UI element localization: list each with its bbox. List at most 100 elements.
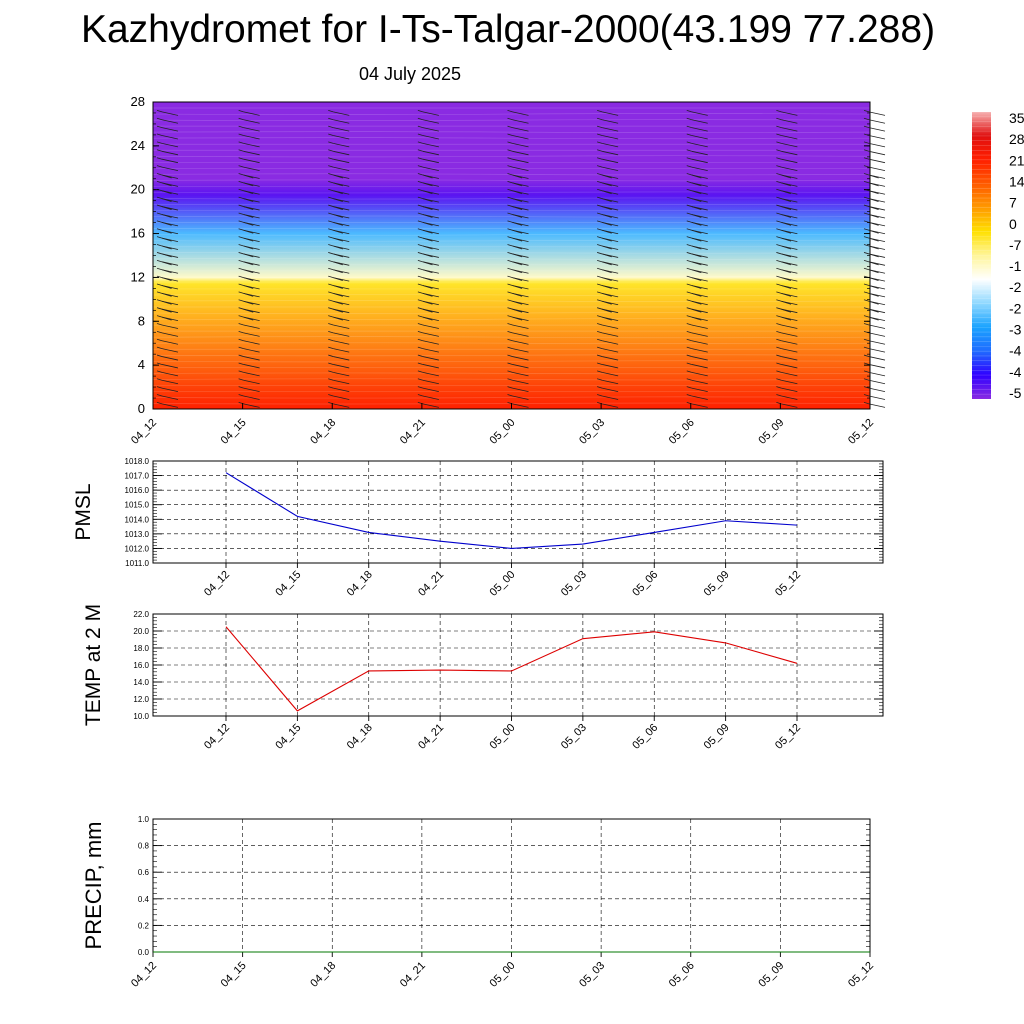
x-tick-label: 04_15: [219, 417, 249, 447]
wind-barb-shaft: [863, 133, 870, 136]
wind-barb-flag: [243, 261, 254, 266]
contour-line: [152, 215, 871, 218]
wind-barb-shaft: [417, 330, 423, 334]
wind-barb: [328, 307, 350, 314]
wind-barb: [417, 354, 439, 361]
wind-barb: [863, 141, 886, 148]
x-tick-label: 04_21: [398, 960, 428, 990]
wind-barb: [417, 117, 439, 124]
wind-barb: [238, 283, 260, 290]
wind-barb: [863, 125, 886, 132]
wind-barb: [776, 244, 798, 250]
colorbar-label: 14: [1009, 173, 1024, 189]
wind-barb-flag: [512, 190, 523, 195]
colorbar-label: 35: [1009, 110, 1024, 126]
wind-barb-shaft: [776, 291, 782, 294]
wind-barb-shaft: [156, 125, 163, 129]
chart-title: Kazhydromet for I-Ts-Talgar-2000(43.199 …: [80, 8, 936, 51]
wind-barb-flag: [161, 403, 179, 408]
wind-barb-shaft: [597, 220, 603, 223]
wind-barb-flag: [333, 300, 343, 305]
wind-barb-shaft: [328, 307, 334, 310]
wind-barb: [417, 275, 439, 282]
wind-barb-flag: [422, 324, 439, 329]
wind-barb: [597, 283, 619, 290]
wind-barb: [597, 378, 619, 385]
wind-barb: [328, 299, 350, 306]
wind-barb-flag: [602, 300, 612, 305]
wind-barb: [238, 117, 260, 124]
wind-barb-flag: [781, 135, 798, 140]
wind-barb: [597, 370, 619, 377]
wind-barb: [507, 204, 529, 211]
wind-barb: [776, 141, 798, 148]
wind-barb: [597, 244, 619, 250]
wind-barb-shaft: [597, 133, 603, 136]
y-tick-label: 20.0: [133, 627, 149, 636]
wind-barb-flag: [512, 371, 529, 377]
wind-barb-flag: [781, 143, 798, 148]
x-tick-label: 05_00: [488, 722, 518, 752]
wind-barb: [863, 252, 886, 258]
wind-barb-shaft: [156, 212, 163, 215]
wind-barb: [863, 283, 886, 290]
wind-barb-flag: [602, 395, 619, 400]
wind-barb-shaft: [686, 196, 692, 200]
wind-barb-flag: [691, 293, 702, 297]
wind-barb-shaft: [597, 259, 603, 263]
wind-barb: [863, 165, 886, 171]
wind-barb: [776, 338, 798, 345]
wind-barb-flag: [422, 356, 439, 361]
wind-barb-flag: [781, 395, 798, 400]
wind-barb-flag: [691, 127, 708, 132]
wind-barb-flag: [422, 285, 433, 289]
wind-barb-shaft: [238, 188, 244, 192]
y-tick-label: 1016.0: [125, 486, 150, 495]
wind-barb-flag: [781, 379, 798, 385]
wind-barb-shaft: [328, 141, 334, 144]
wind-barb-flag: [243, 253, 254, 258]
x-tick-label: 05_09: [756, 960, 786, 990]
wind-barb: [156, 402, 179, 408]
wind-barb-shaft: [156, 133, 163, 136]
wind-barb-flag: [512, 332, 529, 337]
wind-barb: [156, 386, 179, 393]
wind-barb-shaft: [238, 204, 244, 207]
wind-barb-shaft: [776, 299, 782, 302]
wind-barb-flag: [422, 182, 433, 187]
wind-barb-flag: [333, 135, 350, 140]
wind-barb: [686, 228, 708, 235]
wind-barb-flag: [161, 332, 179, 337]
wind-barb-shaft: [156, 346, 163, 350]
wind-barb: [156, 109, 179, 116]
wind-barb-shaft: [328, 362, 334, 365]
wind-barb: [597, 275, 619, 282]
wind-barb-flag: [691, 174, 702, 179]
wind-barb-flag: [422, 119, 439, 124]
wind-barb-shaft: [417, 228, 423, 231]
y-axis-title: PRECIP, mm: [81, 822, 106, 950]
wind-barb: [597, 196, 619, 203]
wind-barb-flag: [868, 364, 886, 369]
contour-line: [152, 270, 871, 272]
wind-barb-flag: [691, 371, 708, 377]
wind-barb-shaft: [507, 188, 513, 192]
wind-barb-flag: [691, 277, 702, 281]
y-tick-label: 16: [131, 226, 145, 241]
wind-barb: [776, 283, 798, 290]
contour-line: [152, 396, 871, 399]
wind-barb-shaft: [238, 228, 244, 231]
wind-barb: [417, 212, 439, 219]
wind-barb-flag: [161, 135, 179, 140]
wind-barb-flag: [161, 395, 179, 400]
colorbar-label: 7: [1009, 195, 1017, 211]
wind-barb-flag: [512, 127, 529, 132]
wind-barb-flag: [602, 221, 612, 226]
wind-barb-flag: [691, 395, 708, 400]
wind-barb: [417, 236, 439, 243]
wind-barb-shaft: [776, 275, 782, 278]
wind-barb-shaft: [156, 173, 163, 176]
wind-barb-flag: [422, 135, 439, 140]
wind-barb: [863, 196, 886, 203]
wind-barb-shaft: [238, 157, 244, 160]
